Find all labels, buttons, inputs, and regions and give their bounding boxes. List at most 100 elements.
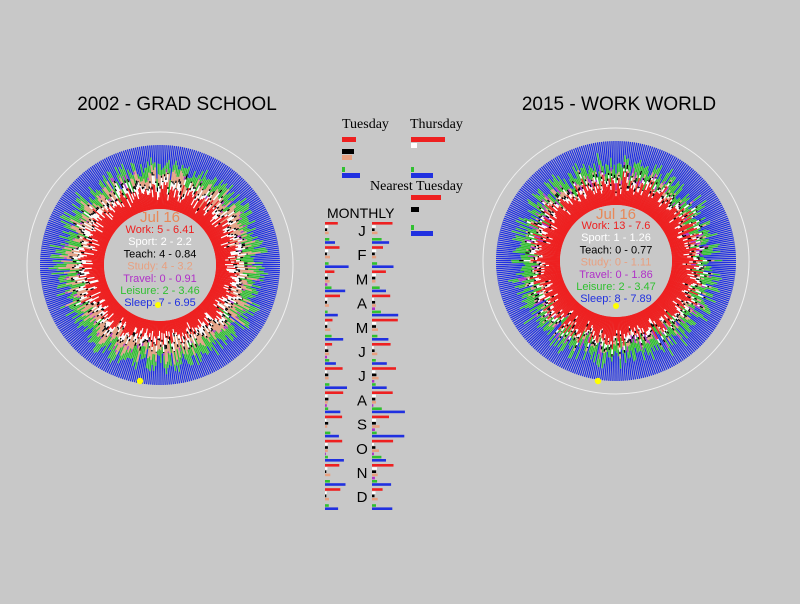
day-segment-teach [120, 183, 124, 189]
day-segment-work [658, 295, 681, 315]
day-segment-sleep [101, 357, 109, 371]
day-segment-study [242, 298, 253, 304]
day-segment-sleep [135, 359, 142, 383]
day-segment-study [134, 170, 139, 182]
day-segment-study [660, 184, 664, 189]
day-segment-leisure [75, 315, 83, 322]
day-segment-sport [91, 248, 98, 252]
day-segment-sleep [194, 153, 206, 177]
day-segment-leisure [60, 220, 71, 226]
day-segment-leisure [227, 325, 236, 334]
day-segment-sport [183, 190, 188, 200]
day-segment-sleep [586, 144, 595, 171]
day-segment-teach [202, 325, 205, 329]
monthly-bar-work [325, 488, 341, 491]
day-segment-sleep [156, 354, 159, 386]
day-segment-travel [688, 306, 695, 311]
day-segment-travel [209, 187, 212, 190]
day-segment-sport [627, 332, 630, 339]
day-segment-teach [655, 181, 658, 185]
day-segment-study [599, 185, 602, 189]
day-segment-study [684, 316, 689, 321]
day-segment-sleep [251, 229, 275, 238]
day-segment-work [155, 191, 158, 210]
day-segment-work [101, 296, 115, 308]
day-segment-study [581, 190, 584, 194]
day-segment-leisure [168, 168, 171, 174]
day-segment-travel [664, 187, 669, 193]
day-segment-leisure [523, 273, 539, 278]
day-segment-study [166, 337, 169, 352]
day-segment-work [544, 267, 561, 272]
day-segment-leisure [526, 292, 538, 299]
day-segment-work [657, 297, 677, 314]
day-segment-work [168, 190, 174, 210]
day-segment-sleep [643, 352, 653, 376]
day-segment-work [210, 288, 229, 298]
day-segment-sleep [512, 198, 532, 212]
monthly-bar-travel [325, 452, 326, 456]
day-segment-sport [216, 310, 223, 317]
day-segment-sleep [699, 293, 728, 306]
day-segment-sleep [501, 289, 524, 298]
day-segment-sleep [46, 297, 68, 306]
day-segment-study [171, 349, 176, 365]
day-segment-sport [227, 296, 232, 300]
day-segment-study [565, 325, 568, 329]
day-segment-sport [226, 216, 233, 221]
day-segment-sport [226, 294, 236, 300]
day-segment-leisure [120, 353, 125, 361]
monthly-bar-leisure [372, 286, 380, 289]
day-segment-teach [104, 323, 107, 325]
day-segment-study [643, 174, 647, 179]
day-segment-study [588, 182, 591, 185]
day-segment-work [179, 187, 190, 213]
day-segment-sleep [689, 182, 708, 199]
day-segment-sleep [656, 344, 670, 369]
day-segment-teach [183, 346, 186, 350]
day-segment-leisure [241, 207, 250, 213]
day-segment-sport [209, 322, 213, 326]
day-segment-leisure [524, 270, 532, 273]
day-segment-sport [83, 232, 92, 237]
day-segment-study [525, 231, 529, 234]
day-segment-study [97, 198, 104, 206]
day-segment-work [664, 228, 676, 235]
day-segment-teach [546, 307, 551, 311]
day-segment-teach [207, 317, 211, 322]
day-segment-teach [203, 193, 206, 196]
day-segment-study [173, 343, 178, 360]
monthly-bar-work [372, 439, 394, 443]
day-segment-work [92, 208, 118, 230]
day-segment-leisure [524, 253, 538, 256]
day-segment-leisure [91, 326, 101, 337]
day-segment-sport [117, 321, 122, 328]
day-segment-work [575, 310, 591, 337]
day-segment-leisure [118, 346, 124, 356]
day-segment-sleep [54, 206, 65, 213]
day-segment-sleep [576, 147, 584, 165]
day-segment-leisure [94, 198, 104, 207]
day-segment-sport [203, 211, 208, 216]
day-segment-sleep [56, 202, 77, 216]
day-segment-sport [663, 314, 669, 319]
day-segment-sport [218, 297, 225, 302]
day-segment-teach [87, 309, 92, 313]
day-segment-leisure [165, 162, 168, 170]
day-segment-leisure [181, 167, 185, 174]
day-segment-study [563, 336, 566, 339]
day-segment-leisure [173, 351, 178, 366]
day-segment-leisure [551, 174, 561, 186]
day-segment-sleep [48, 219, 64, 227]
day-segment-leisure [514, 283, 527, 288]
day-segment-teach [580, 181, 583, 185]
day-segment-leisure [78, 320, 85, 325]
day-segment-work [131, 192, 141, 213]
day-segment-work [212, 283, 224, 289]
day-segment-study [131, 178, 136, 186]
day-segment-leisure [251, 284, 261, 289]
day-segment-study [540, 305, 546, 309]
day-segment-work [215, 259, 226, 262]
day-segment-sleep [150, 364, 153, 385]
monthly-bar-travel [372, 476, 375, 480]
